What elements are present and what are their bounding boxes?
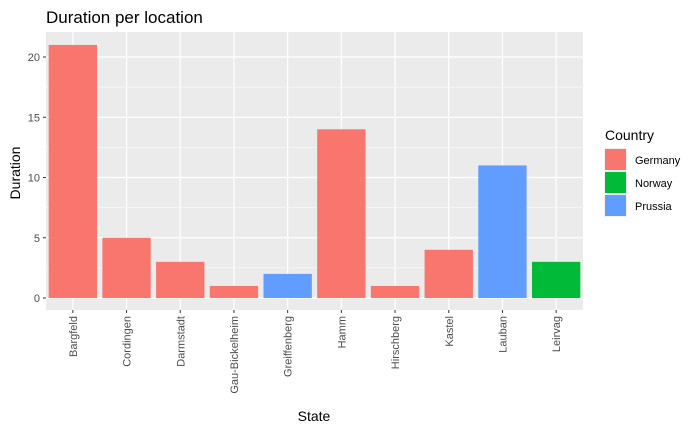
- bar-gau-bickelheim: [209, 285, 259, 298]
- y-tick-label: 10: [28, 173, 40, 185]
- chart-title: Duration per location: [46, 8, 203, 27]
- legend-swatch-germany: [605, 149, 626, 170]
- x-tick-label: Leirvag: [551, 316, 563, 352]
- bar-cordingen: [102, 237, 151, 298]
- legend: Country Germany Norway Prussia: [604, 127, 681, 217]
- x-tick-label: Bargfeld: [68, 316, 80, 357]
- legend-label-norway: Norway: [635, 178, 673, 190]
- legend-label-germany: Germany: [635, 155, 681, 167]
- bar-kastel: [424, 249, 473, 298]
- x-tick-label: Darmstadt: [175, 316, 187, 367]
- y-tick-label: 5: [34, 233, 40, 245]
- bar-hamm: [317, 129, 366, 298]
- bar-lauban: [478, 165, 527, 298]
- y-tick-label: 20: [28, 52, 40, 64]
- x-axis: Bargfeld Cordingen Darmstadt Gau-Bickelheim…: [68, 310, 563, 394]
- y-axis: 0 5 10 15 20: [28, 52, 46, 305]
- bar-leirvag: [531, 261, 581, 298]
- legend-label-prussia: Prussia: [635, 201, 673, 213]
- legend-title: Country: [605, 127, 654, 143]
- y-tick-label: 0: [34, 293, 40, 305]
- x-tick-label: Kastel: [444, 316, 456, 347]
- x-tick-label: Cordingen: [122, 316, 134, 367]
- x-tick-label: Hamm: [336, 316, 348, 348]
- bar-darmstadt: [156, 261, 205, 298]
- legend-swatch-prussia: [605, 195, 626, 216]
- x-tick-label: Hirschberg: [390, 316, 402, 369]
- legend-swatch-norway: [605, 172, 626, 193]
- bar-greiffenberg: [263, 273, 312, 298]
- bars: [48, 44, 581, 299]
- x-tick-label: Gau-Bickelheim: [229, 316, 241, 394]
- x-axis-title: State: [298, 408, 331, 424]
- y-axis-title: Duration: [7, 147, 23, 200]
- bar-bargfeld: [48, 44, 98, 299]
- x-tick-label: Lauban: [497, 316, 509, 353]
- bar-hirschberg: [370, 285, 420, 298]
- x-tick-label: Greiffenberg: [283, 316, 295, 377]
- y-tick-label: 15: [28, 112, 40, 124]
